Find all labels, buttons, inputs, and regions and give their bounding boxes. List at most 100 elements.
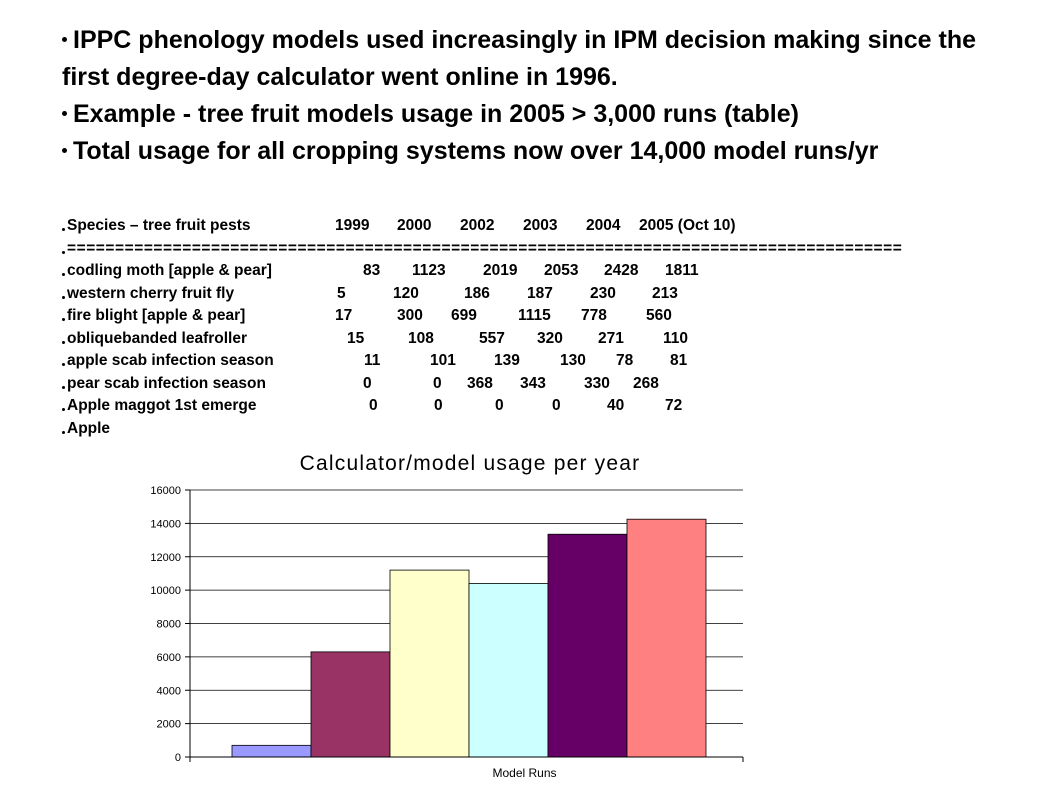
bullet-dot-icon (62, 363, 65, 366)
table-cell-value: 0 (434, 397, 443, 414)
table-cell-value: 2428 (604, 262, 639, 279)
table-cell-value: 2053 (544, 262, 579, 279)
table-cell-value: 186 (464, 284, 490, 302)
bullet-dot-icon (62, 147, 67, 153)
table-cell-value: 78 (616, 352, 634, 369)
y-tick-label: 6000 (157, 652, 181, 664)
table-cell-value: 11 (364, 352, 381, 369)
table-row: western cherry fruit fly 5 120 186 187 230 213 (62, 283, 1052, 306)
table-cell-value: 213 (652, 284, 678, 302)
y-tick-label: 16000 (150, 485, 181, 497)
table-cell-value: 2000 (397, 217, 432, 234)
bullet-dot-icon (62, 273, 65, 276)
bullet-text: IPPC phenology models used increasingly … (62, 26, 976, 91)
chart-title: Calculator/model usage per year (300, 452, 641, 475)
y-tick-label: 4000 (157, 685, 181, 697)
x-category-label: Model Runs (492, 766, 556, 780)
table-cell-value: 15 (347, 329, 365, 347)
table-cell-value: 271 (598, 329, 624, 347)
table-row: Apple (62, 418, 1052, 441)
bullet-dot-icon (62, 36, 67, 42)
table-row: obliquebanded leafroller 15 108 557 320 271 11… (62, 328, 1052, 351)
table-cell-value: 108 (408, 329, 434, 347)
table-separator: ========================================… (62, 238, 1052, 261)
bullet-list: IPPC phenology models used increasingly … (62, 22, 1022, 170)
y-tick-label: 12000 (150, 552, 181, 564)
bullet-item: Total usage for all cropping systems now… (62, 133, 1022, 170)
bullet-dot-icon (62, 228, 65, 231)
table-cell-value: 2003 (523, 217, 558, 234)
bullet-dot-icon (62, 318, 65, 321)
table-cell-value: 230 (590, 284, 616, 302)
bar-2005-est- (626, 518, 707, 758)
table-cell-value: 1123 (412, 262, 446, 279)
table-cell-value: 2002 (460, 217, 495, 234)
bullet-item: Example - tree fruit models usage in 200… (62, 96, 1022, 133)
table-cell-species: western cherry fruit fly (67, 284, 235, 302)
table-cell-value: 40 (607, 397, 625, 414)
table-cell-value: 0 (363, 374, 372, 392)
bullet-dot-icon (62, 340, 65, 344)
table-cell-value: 2019 (483, 262, 518, 279)
table-cell-value: 81 (670, 352, 688, 369)
table-cell-species: Apple maggot 1st emerge (67, 397, 257, 414)
table-cell-species: fire blight [apple & pear] (67, 307, 246, 324)
y-tick-label: 8000 (157, 619, 181, 631)
bar-2004 (547, 533, 628, 758)
table-cell-value: 0 (552, 397, 561, 414)
table-cell-value: 110 (663, 329, 689, 347)
table-row: codling moth [apple & pear] 83 1123 2019 205… (62, 260, 1052, 283)
table-row: Apple maggot 1st emerge 0 0 0 0 40 72 (62, 395, 1052, 418)
bullet-text: Example - tree fruit models usage in 200… (73, 100, 799, 128)
table-cell-value: 560 (646, 307, 672, 324)
bullet-dot-icon (62, 430, 65, 434)
bullet-item: IPPC phenology models used increasingly … (62, 22, 1022, 96)
table-cell-species: apple scab infection season (67, 352, 274, 369)
table-cell-species: obliquebanded leafroller (67, 329, 247, 347)
table-cell-value: 101 (430, 352, 456, 369)
y-tick-label: 10000 (150, 585, 181, 597)
table-cell-species: Apple (67, 419, 111, 437)
bullet-dot-icon (62, 250, 65, 254)
table-cell-value: 0 (433, 374, 442, 392)
table-cell-value: 1999 (335, 217, 370, 234)
pest-table: Species – tree fruit pests 1999 2000 2002 20… (62, 215, 1052, 440)
bullet-dot-icon (62, 408, 65, 411)
bar-2003 (468, 583, 549, 758)
table-cell-value: 130 (560, 352, 586, 369)
table-cell-value: 557 (479, 329, 505, 347)
bullet-dot-icon (62, 295, 65, 299)
table-cell-value: 139 (494, 352, 520, 369)
table-cell-value: 778 (581, 307, 607, 324)
table-cell-value: 72 (665, 397, 683, 414)
table-cell-value: 17 (335, 307, 353, 324)
table-cell-value: 268 (633, 374, 659, 392)
table-cell-value: 5 (337, 284, 346, 302)
table-row: pear scab infection season 0 0 368 343 330 268 (62, 373, 1052, 396)
table-cell-value: 187 (527, 284, 553, 302)
y-tick-label: 2000 (157, 719, 181, 731)
table-header-row: Species – tree fruit pests 1999 2000 2002 20… (62, 215, 1052, 238)
table-cell-species: pear scab infection season (67, 374, 266, 392)
table-cell-value: 300 (397, 307, 423, 324)
bar-2002 (389, 569, 470, 758)
y-tick-label: 0 (175, 752, 181, 764)
table-cell-value: 343 (520, 374, 546, 392)
table-cell-value: 1811 (665, 262, 699, 279)
table-cell-value: 320 (537, 329, 563, 347)
table-cell-value: 368 (467, 374, 493, 392)
table-cell-species: codling moth [apple & pear] (67, 262, 272, 279)
table-cell-value: 120 (393, 284, 419, 302)
bar-1999 (231, 744, 312, 758)
table-cell-species: Species – tree fruit pests (67, 217, 251, 234)
bullet-text: Total usage for all cropping systems now… (73, 137, 879, 165)
separator-text: ========================================… (67, 239, 903, 257)
table-cell-value: 2005 (Oct 10) (639, 217, 736, 234)
table-cell-value: 330 (584, 374, 610, 392)
y-tick-label: 14000 (150, 518, 181, 530)
table-cell-value: 0 (369, 397, 378, 414)
bar-2000 (310, 651, 391, 758)
table-row: apple scab infection season 11 101 139 130 78… (62, 350, 1052, 373)
table-row: fire blight [apple & pear] 17 300 699 1115 77… (62, 305, 1052, 328)
bullet-dot-icon (62, 385, 65, 389)
